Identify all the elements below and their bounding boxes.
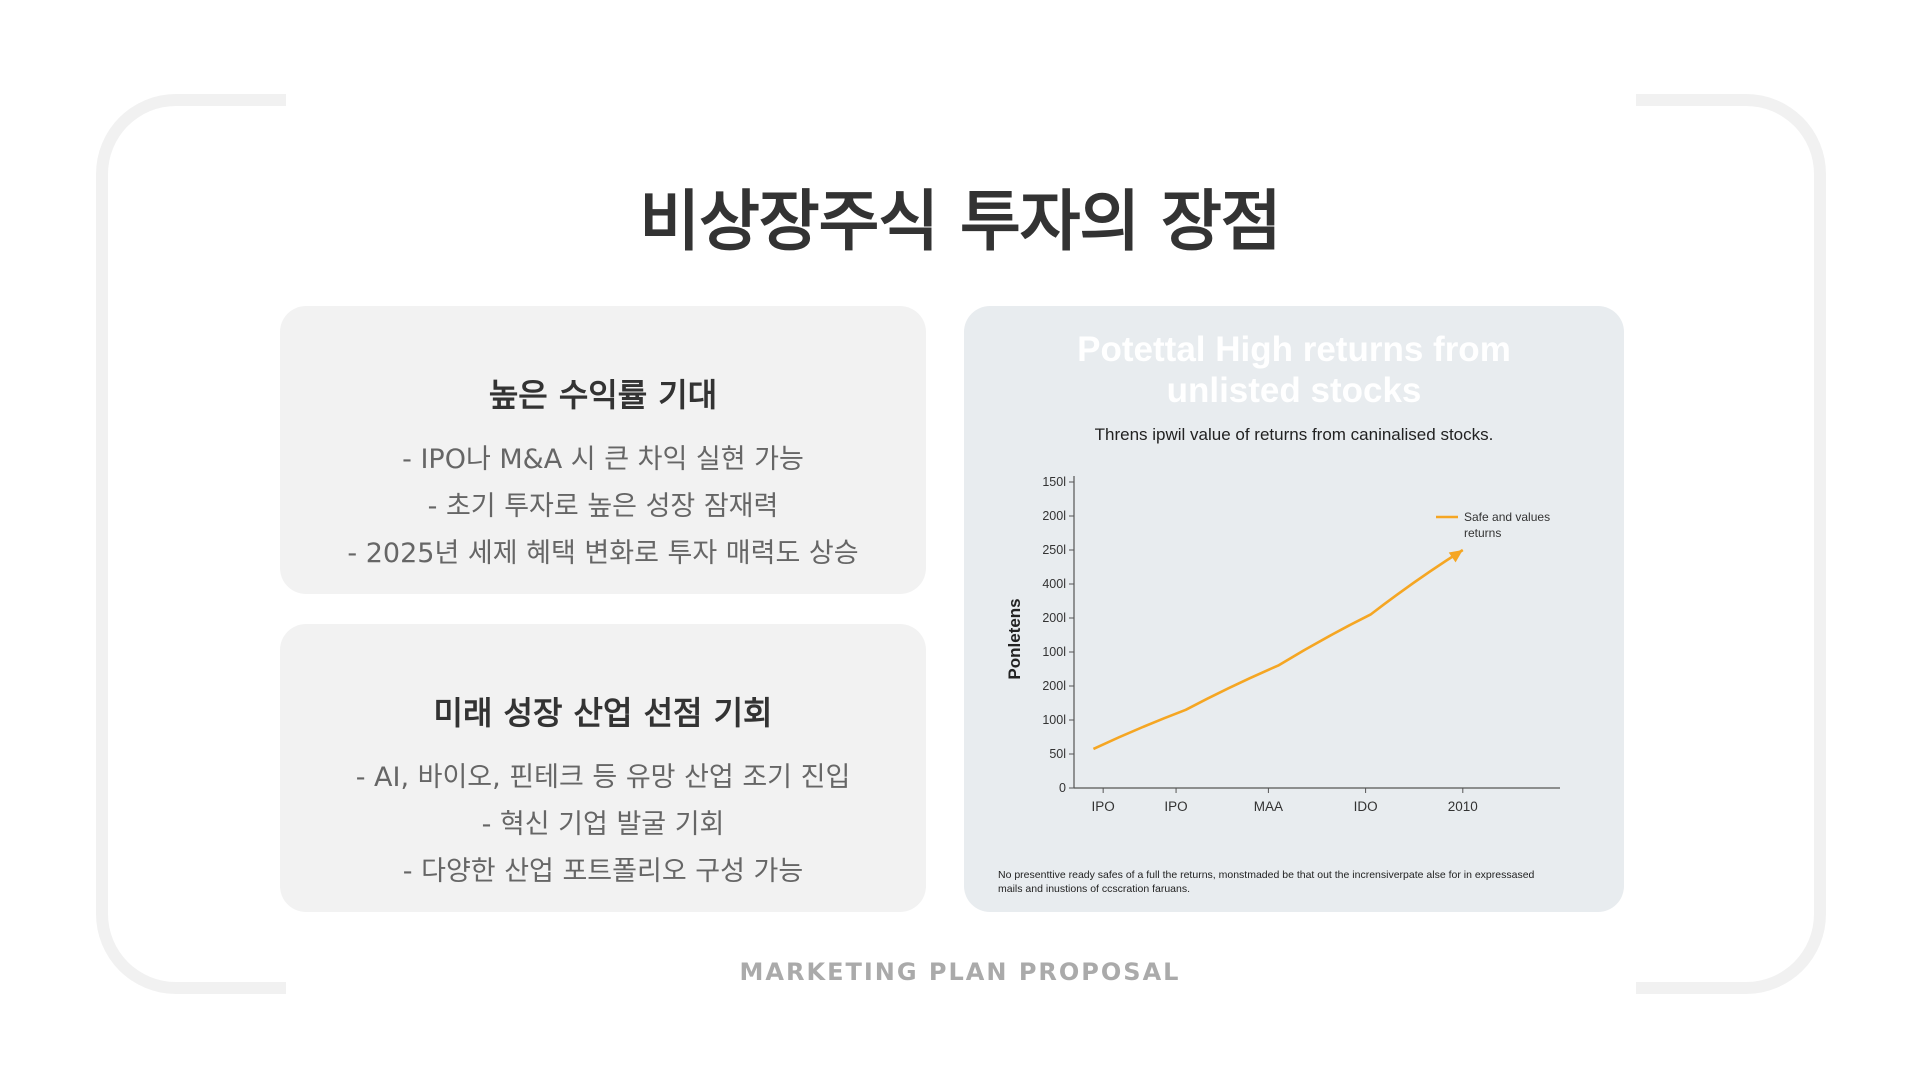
legend-label-line-2: returns xyxy=(1464,526,1501,540)
y-tick-label: 250l xyxy=(1042,543,1066,557)
card-title: 높은 수익률 기대 xyxy=(488,376,718,414)
y-tick-label: 200l xyxy=(1042,611,1066,625)
x-tick-label: IPO xyxy=(1164,799,1187,814)
returns-chart-card: Potettal High returns from unlisted stoc… xyxy=(964,306,1624,912)
card-bullet: - 혁신 기업 발굴 기회 xyxy=(481,809,725,840)
series-line xyxy=(1092,548,1464,751)
y-tick-label: 100l xyxy=(1042,713,1066,727)
card-bullet: - IPO나 M&A 시 큰 차익 실현 가능 xyxy=(402,444,804,475)
frame-left-bracket xyxy=(96,94,286,994)
benefit-card-high-returns: 높은 수익률 기대 - IPO나 M&A 시 큰 차익 실현 가능 - 초기 투… xyxy=(280,306,926,594)
y-tick-label: 0 xyxy=(1059,781,1066,795)
y-tick-label: 200l xyxy=(1042,509,1066,523)
x-tick-label: 2010 xyxy=(1448,799,1478,814)
y-axis-label: Ponletens xyxy=(1005,598,1024,679)
page-title: 비상장주식 투자의 장점 xyxy=(639,183,1281,260)
legend-label-line-1: Safe and values xyxy=(1464,510,1550,524)
y-tick-label: 100l xyxy=(1042,645,1066,659)
returns-chart: Potettal High returns from unlisted stoc… xyxy=(998,330,1560,895)
x-tick-label: MAA xyxy=(1254,799,1283,814)
x-tick-label: IPO xyxy=(1092,799,1115,814)
card-bullet: - 다양한 산업 포트폴리오 구성 가능 xyxy=(402,856,804,887)
series-arrowhead xyxy=(1448,550,1463,563)
y-tick-label: 150l xyxy=(1042,475,1066,489)
card-bullet: - 2025년 세제 혜택 변화로 투자 매력도 상승 xyxy=(347,538,859,569)
x-tick-label: IDO xyxy=(1354,799,1378,814)
y-tick-label: 400l xyxy=(1042,577,1066,591)
footer-label: MARKETING PLAN PROPOSAL xyxy=(739,958,1181,986)
chart-title-line-1: Potettal High returns from xyxy=(1077,330,1511,369)
card-bullet: - AI, 바이오, 핀테크 등 유망 산업 조기 진입 xyxy=(355,762,851,793)
chart-subtitle: Threns ipwil value of returns from canin… xyxy=(1095,425,1494,444)
card-bullet: - 초기 투자로 높은 성장 잠재력 xyxy=(427,491,779,522)
benefit-card-future-industries: 미래 성장 산업 선점 기회 - AI, 바이오, 핀테크 등 유망 산업 조기… xyxy=(280,624,926,912)
card-title: 미래 성장 산업 선점 기회 xyxy=(433,694,773,732)
y-tick-label: 200l xyxy=(1042,679,1066,693)
y-tick-label: 50l xyxy=(1049,747,1066,761)
chart-footnote-line-1: No presenttive ready safes of a full the… xyxy=(998,869,1535,881)
chart-footnote-line-2: mails and inustions of ccscration faruan… xyxy=(998,883,1190,895)
chart-title-line-2: unlisted stocks xyxy=(1167,371,1422,410)
